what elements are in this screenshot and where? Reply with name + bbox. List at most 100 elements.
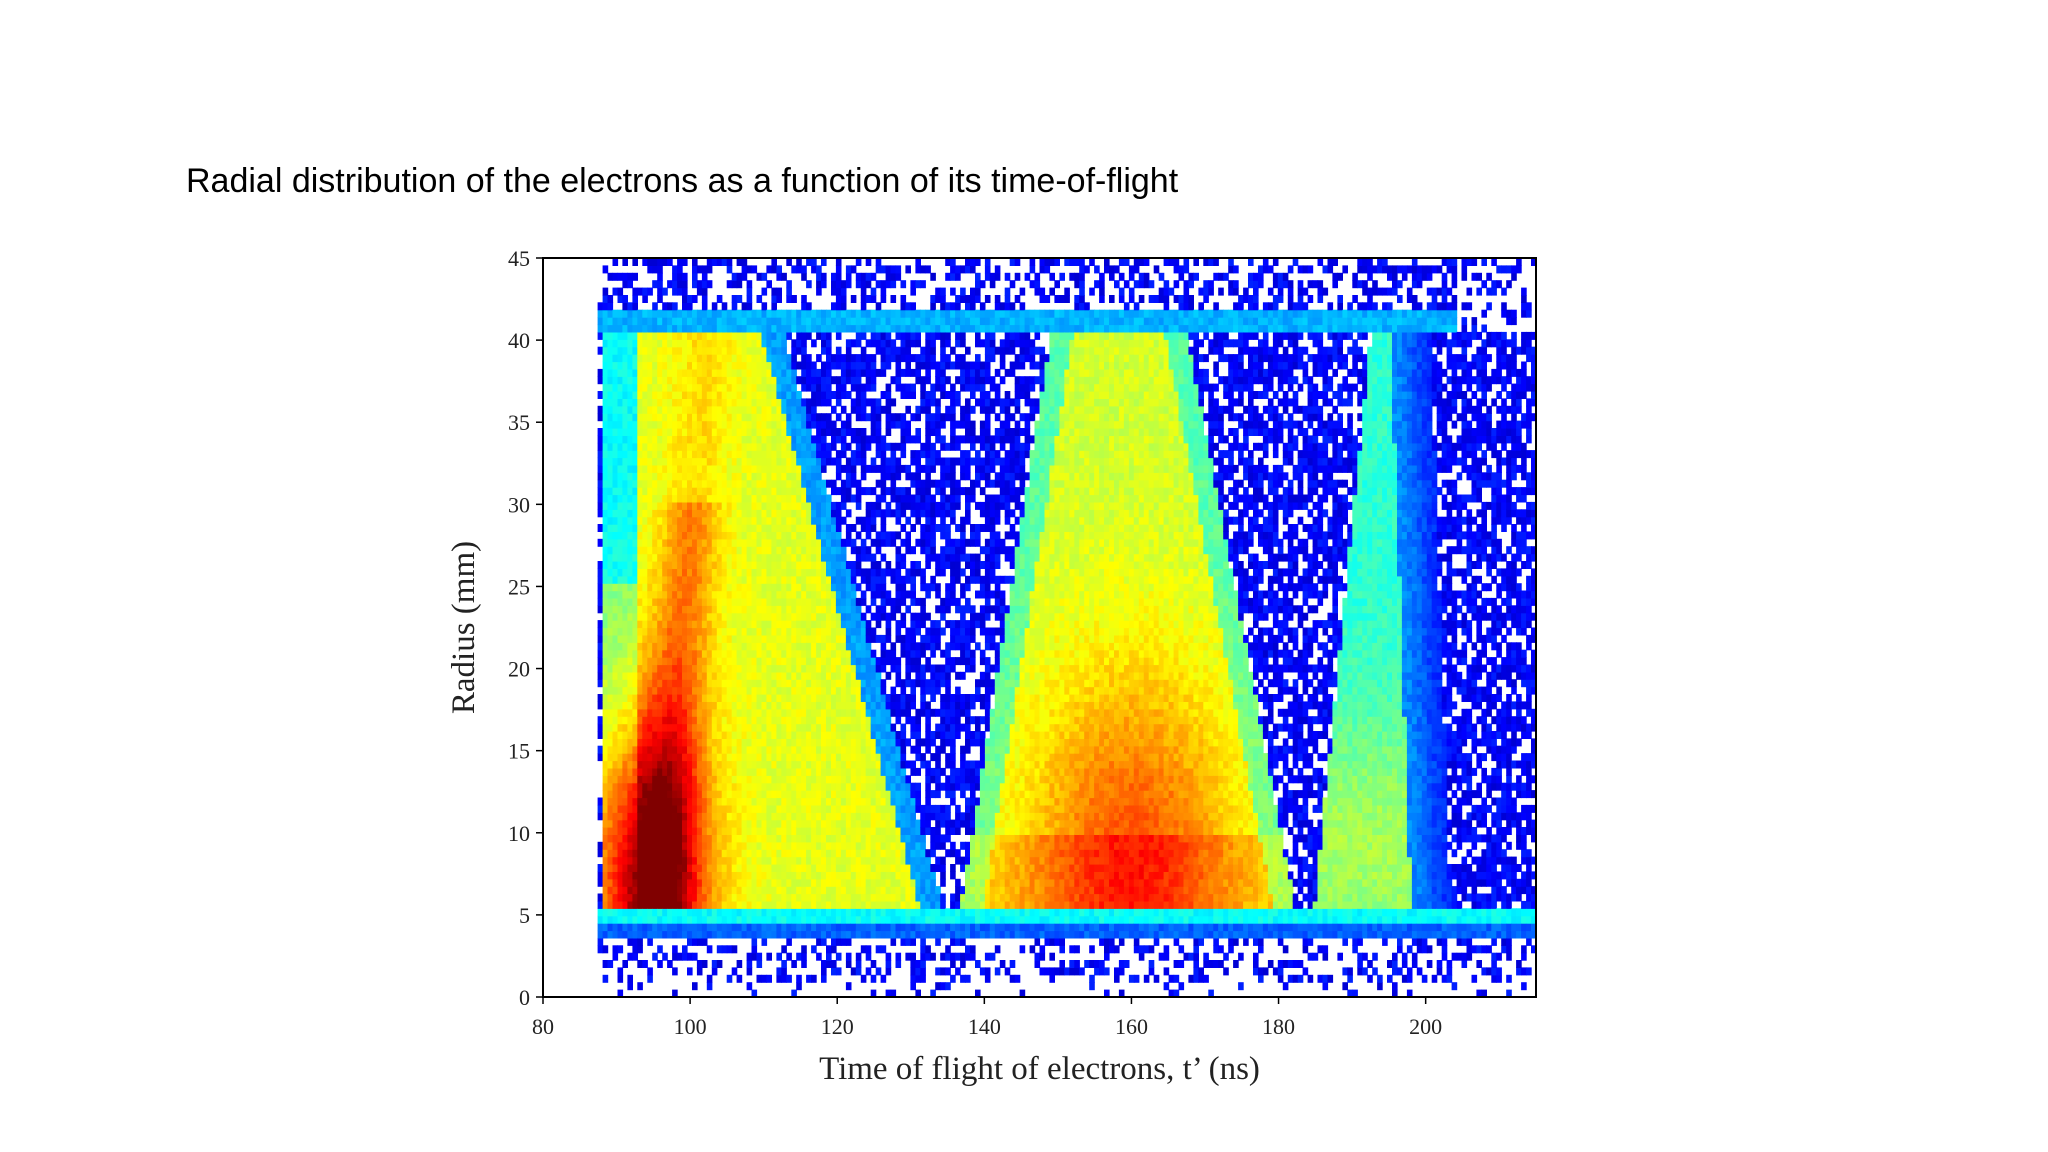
heatmap-cell: [667, 664, 673, 673]
heatmap-cell: [602, 501, 609, 510]
heatmap-cell: [776, 790, 782, 799]
heatmap-cell: [701, 575, 708, 584]
heatmap-cell: [622, 472, 628, 481]
heatmap-cell: [706, 974, 713, 983]
heatmap-cell: [662, 819, 668, 828]
heatmap-cell: [726, 738, 733, 747]
heatmap-cell: [622, 960, 628, 968]
heatmap-cell: [607, 405, 614, 414]
heatmap-cell: [637, 908, 643, 917]
heatmap-cell: [806, 450, 812, 459]
heatmap-cell: [647, 745, 653, 754]
heatmap-cell: [687, 812, 693, 821]
heatmap-cell: [870, 509, 877, 518]
heatmap-cell: [741, 302, 748, 311]
heatmap-cell: [776, 553, 782, 562]
heatmap-cell: [811, 819, 817, 828]
heatmap-cell: [850, 354, 857, 363]
heatmap-cell: [632, 258, 638, 266]
heatmap-cell: [672, 391, 678, 399]
heatmap-cell: [642, 287, 648, 296]
heatmap-cell: [766, 590, 772, 599]
heatmap-cell: [662, 324, 668, 333]
heatmap-cell: [721, 553, 728, 562]
heatmap-cell: [736, 620, 743, 629]
heatmap-cell: [845, 531, 852, 540]
heatmap-cell: [696, 908, 703, 917]
heatmap-cell: [860, 597, 867, 606]
heatmap-cell: [637, 391, 643, 399]
heatmap-cell: [647, 346, 653, 355]
heatmap-cell: [711, 487, 718, 496]
heatmap-cell: [756, 538, 763, 547]
heatmap-cell: [870, 428, 877, 436]
heatmap-cell: [761, 834, 768, 843]
heatmap-cell: [831, 605, 837, 614]
heatmap-cell: [870, 361, 877, 370]
heatmap-cell: [845, 627, 852, 636]
heatmap-cell: [637, 864, 643, 872]
heatmap-cell: [711, 516, 718, 525]
heatmap-cell: [756, 590, 763, 599]
heatmap-cell: [870, 368, 877, 377]
heatmap-cell: [682, 420, 688, 429]
heatmap-cell: [617, 760, 624, 769]
heatmap-cell: [696, 819, 703, 828]
heatmap-cell: [736, 450, 743, 459]
heatmap-cell: [875, 930, 882, 939]
heatmap-cell: [731, 339, 738, 348]
heatmap-cell: [716, 516, 723, 525]
heatmap-cell: [617, 708, 624, 717]
heatmap-cell: [642, 450, 648, 459]
heatmap-cell: [786, 760, 792, 769]
heatmap-cell: [647, 368, 653, 377]
heatmap-cell: [706, 435, 713, 444]
heatmap-cell: [711, 561, 718, 569]
heatmap-cell: [736, 472, 743, 481]
heatmap-cell: [602, 538, 609, 547]
heatmap-cell: [811, 945, 817, 954]
heatmap-cell: [647, 597, 653, 606]
heatmap-cell: [850, 834, 857, 843]
heatmap-cell: [826, 701, 832, 710]
heatmap-cell: [870, 708, 877, 717]
heatmap-cell: [766, 864, 772, 872]
heatmap-cell: [701, 738, 708, 747]
heatmap-cell: [662, 900, 668, 909]
heatmap-cell: [652, 804, 658, 813]
heatmap-cell: [711, 760, 718, 769]
heatmap-cell: [706, 797, 713, 806]
heatmap-cell: [771, 516, 777, 525]
heatmap-cell: [597, 915, 604, 924]
heatmap-cell: [632, 590, 638, 599]
heatmap-cell: [801, 864, 807, 872]
heatmap-cell: [791, 346, 797, 355]
heatmap-cell: [781, 620, 787, 629]
heatmap-cell: [632, 915, 638, 924]
heatmap-cell: [667, 538, 673, 547]
heatmap-cell: [642, 420, 648, 429]
heatmap-cell: [682, 531, 688, 540]
heatmap-cell: [850, 804, 857, 813]
heatmap-cell: [672, 265, 678, 274]
heatmap-cell: [840, 923, 847, 932]
heatmap-cell: [831, 708, 837, 717]
heatmap-cell: [786, 317, 792, 326]
heatmap-cell: [806, 930, 812, 939]
heatmap-cell: [850, 664, 857, 673]
heatmap-cell: [612, 886, 619, 895]
heatmap-cell: [682, 258, 688, 266]
heatmap-cell: [835, 790, 842, 799]
heatmap-cell: [726, 827, 733, 835]
heatmap-cell: [875, 657, 882, 666]
heatmap-cell: [627, 790, 633, 799]
heatmap-cell: [677, 634, 683, 643]
heatmap-cell: [816, 856, 822, 865]
heatmap-cell: [840, 605, 847, 614]
heatmap-cell: [835, 701, 842, 710]
heatmap-cell: [840, 361, 847, 370]
heatmap-cell: [622, 908, 628, 917]
heatmap-cell: [657, 849, 663, 858]
heatmap-cell: [845, 679, 852, 688]
heatmap-cell: [870, 834, 877, 843]
